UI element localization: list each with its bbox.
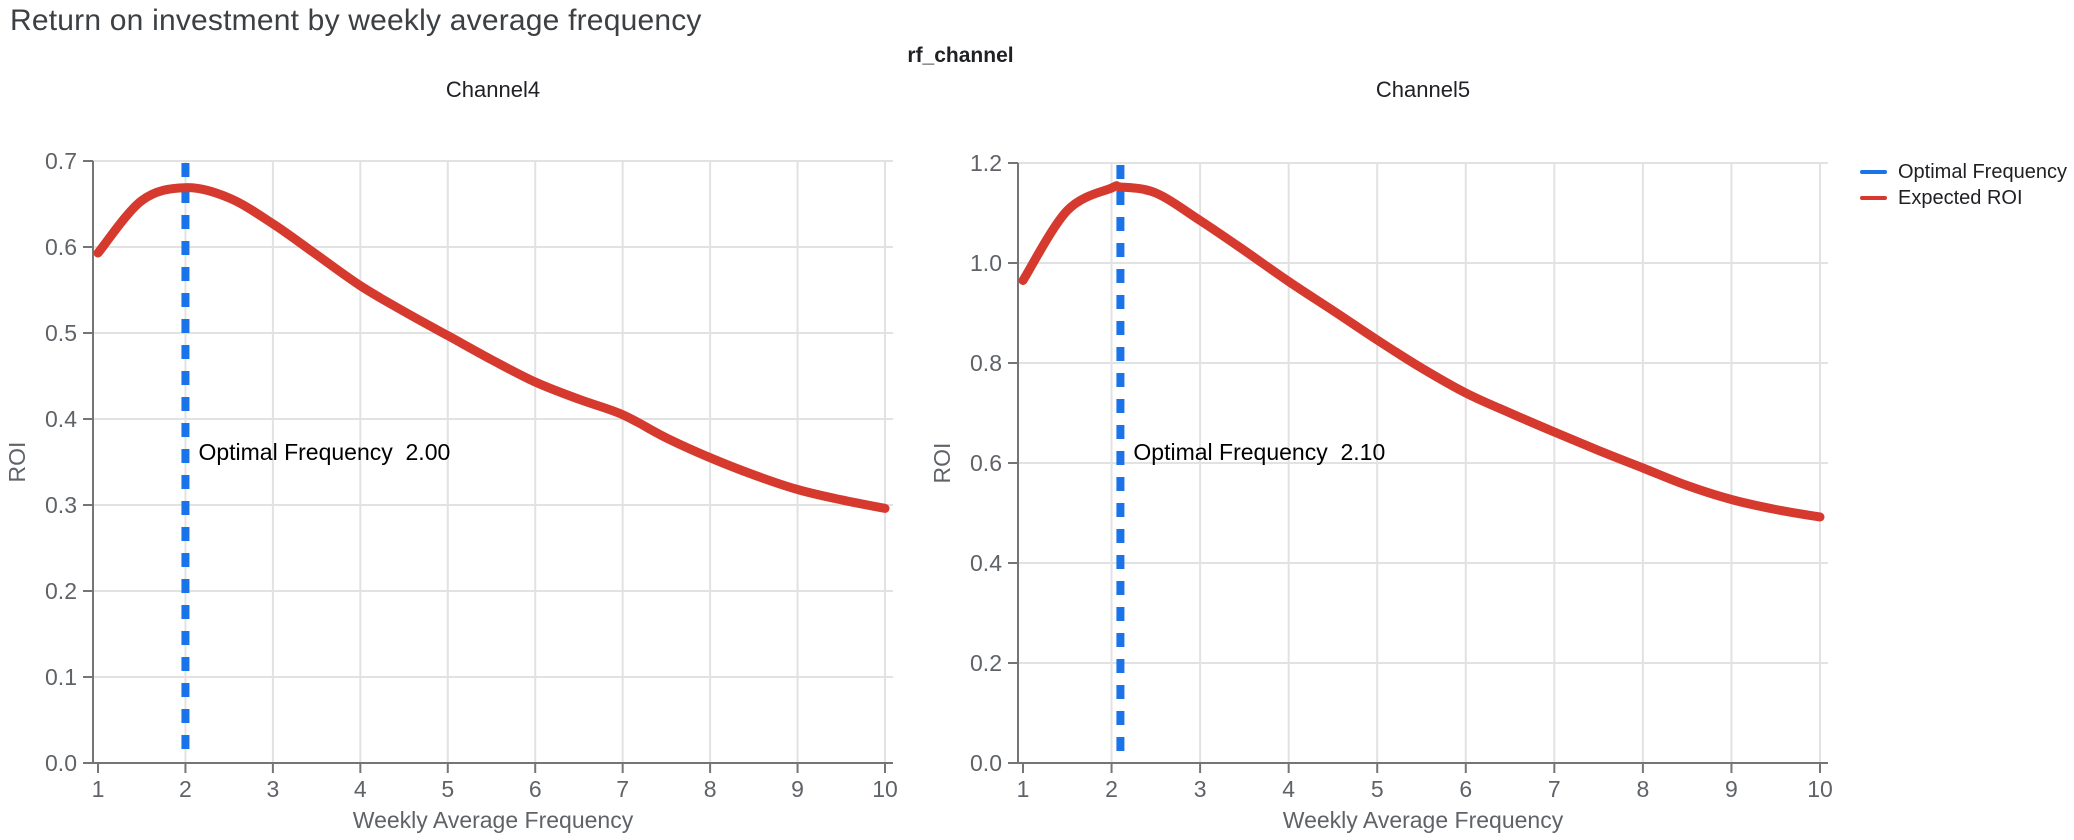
optimal-frequency-annotation: Optimal Frequency 2.00 <box>198 439 450 465</box>
svg-text:7: 7 <box>1548 776 1561 802</box>
subplot-title: Channel4 <box>446 77 540 102</box>
svg-text:1.2: 1.2 <box>970 150 1002 176</box>
svg-text:4: 4 <box>354 776 367 802</box>
figure-title: rf_channel <box>907 44 1014 67</box>
y-axis-title: ROI <box>4 442 30 483</box>
expected-roi-line-swatch <box>1860 196 1887 200</box>
x-axis-title: Weekly Average Frequency <box>1283 807 1564 833</box>
svg-text:8: 8 <box>1636 776 1649 802</box>
svg-text:6: 6 <box>529 776 542 802</box>
svg-text:0.6: 0.6 <box>45 234 77 260</box>
svg-text:6: 6 <box>1459 776 1472 802</box>
x-axis-title: Weekly Average Frequency <box>353 807 634 833</box>
svg-text:0.6: 0.6 <box>970 450 1002 476</box>
legend-label-expected-roi: Expected ROI <box>1898 186 2023 209</box>
expected-roi-curve <box>93 183 890 513</box>
y-axis-title: ROI <box>929 443 955 484</box>
svg-text:0.3: 0.3 <box>45 492 77 518</box>
legend-item-optimal-frequency: Optimal Frequency <box>1860 159 2067 185</box>
svg-text:4: 4 <box>1282 776 1295 802</box>
svg-text:2: 2 <box>1105 776 1118 802</box>
page-title: Return on investment by weekly average f… <box>10 4 702 37</box>
svg-text:8: 8 <box>704 776 717 802</box>
svg-text:1.0: 1.0 <box>970 250 1002 276</box>
svg-text:9: 9 <box>1725 776 1738 802</box>
svg-text:0.0: 0.0 <box>45 750 77 776</box>
svg-text:7: 7 <box>616 776 629 802</box>
optimal-frequency-annotation: Optimal Frequency 2.10 <box>1133 439 1385 465</box>
legend: Optimal Frequency Expected ROI <box>1860 159 2067 211</box>
svg-text:3: 3 <box>266 776 279 802</box>
svg-text:1: 1 <box>92 776 105 802</box>
optimal-frequency-line-swatch <box>1860 170 1887 174</box>
svg-text:0.4: 0.4 <box>970 550 1002 576</box>
svg-text:5: 5 <box>1371 776 1384 802</box>
svg-text:1: 1 <box>1017 776 1030 802</box>
svg-text:0.7: 0.7 <box>45 148 77 174</box>
svg-text:0.8: 0.8 <box>970 350 1002 376</box>
legend-label-optimal-frequency: Optimal Frequency <box>1898 160 2067 183</box>
gridlines <box>1018 162 1828 763</box>
expected-roi-curve <box>1018 181 1825 522</box>
svg-text:0.2: 0.2 <box>45 578 77 604</box>
svg-text:10: 10 <box>872 776 898 802</box>
subplot-title: Channel5 <box>1376 77 1470 102</box>
svg-text:0.5: 0.5 <box>45 320 77 346</box>
svg-text:0.0: 0.0 <box>970 750 1002 776</box>
tick-labels: 1 2 3 4 5 6 7 8 9 10 0.0 0.1 0.2 0.3 0.4 0.5 0.6 0.7 <box>45 148 898 802</box>
svg-text:10: 10 <box>1807 776 1833 802</box>
svg-text:3: 3 <box>1194 776 1207 802</box>
axis-ticks <box>1008 162 1821 773</box>
svg-text:0.4: 0.4 <box>45 406 77 432</box>
legend-item-expected-roi: Expected ROI <box>1860 185 2067 211</box>
axis-ticks <box>83 160 886 773</box>
svg-text:0.2: 0.2 <box>970 650 1002 676</box>
chart-channel4: 1 2 3 4 5 6 7 8 9 10 0.0 0.1 0.2 0.3 0.4 0.5 0.6 0.7 Weekl… <box>4 77 898 833</box>
tick-labels: 1 2 3 4 5 6 7 8 9 10 0.0 0.2 0.4 0.6 0.8 1.0 1.2 <box>970 150 1833 802</box>
svg-text:2: 2 <box>179 776 192 802</box>
svg-text:9: 9 <box>791 776 804 802</box>
chart-channel5: 1 2 3 4 5 6 7 8 9 10 0.0 0.2 0.4 0.6 0.8 1.0 1.2 Weekly A… <box>929 77 1833 833</box>
svg-text:0.1: 0.1 <box>45 664 77 690</box>
svg-text:5: 5 <box>441 776 454 802</box>
